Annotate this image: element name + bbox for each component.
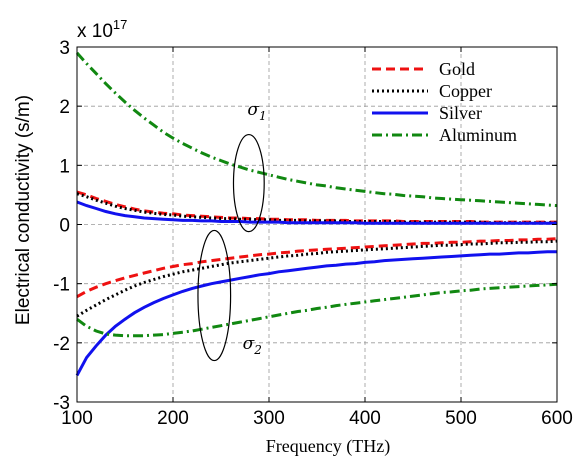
annotation-ellipse — [232, 133, 265, 233]
y-tick-label: 2 — [59, 97, 70, 118]
y-tick-label: 3 — [59, 38, 70, 59]
series-line-gold-sigma1 — [76, 190, 557, 224]
y-tick-label: -2 — [53, 334, 70, 355]
series-line-copper-sigma2 — [76, 239, 558, 318]
series-line-gold-sigma2 — [76, 237, 558, 299]
y-tick-label: -1 — [53, 275, 70, 296]
x-tick-label: 200 — [157, 408, 189, 429]
annotation-sigma-1: σ1 — [247, 100, 266, 123]
y-tick-label: 0 — [59, 216, 70, 237]
series-line-aluminum-sigma1 — [75, 51, 558, 208]
x-ticks: 100 200 300 400 500 600 — [61, 47, 573, 429]
x-tick-label: 100 — [61, 408, 93, 429]
legend-label-silver: Silver — [439, 103, 482, 123]
series-layer — [75, 51, 558, 377]
x-tick-label: 400 — [349, 408, 381, 429]
y-axis-label: Electrical conductivity (s/m) — [13, 95, 34, 325]
x-axis-label: Frequency (THz) — [266, 436, 390, 457]
x-tick-label: 600 — [541, 408, 573, 429]
annotations: σ1 σ2 — [243, 100, 267, 357]
annotation-ellipse — [197, 229, 232, 362]
y-tick-label: -3 — [53, 393, 70, 414]
y-multiplier: x 1017 — [77, 17, 127, 42]
x-tick-label: 300 — [253, 408, 285, 429]
annotation-sigma-2: σ2 — [243, 334, 262, 357]
y-tick-label: 1 — [59, 156, 70, 177]
x-tick-label: 500 — [445, 408, 477, 429]
series-line-silver-sigma1 — [76, 200, 557, 225]
legend-label-gold: Gold — [439, 59, 475, 79]
series-line-aluminum-sigma2 — [76, 282, 558, 338]
series-line-silver-sigma2 — [75, 250, 557, 377]
legend-label-aluminum: Aluminum — [439, 125, 517, 145]
annotation-ellipses — [197, 133, 265, 362]
y-ticks: 3 2 1 0 -1 -2 -3 — [53, 38, 557, 414]
legend-label-copper: Copper — [439, 81, 492, 101]
